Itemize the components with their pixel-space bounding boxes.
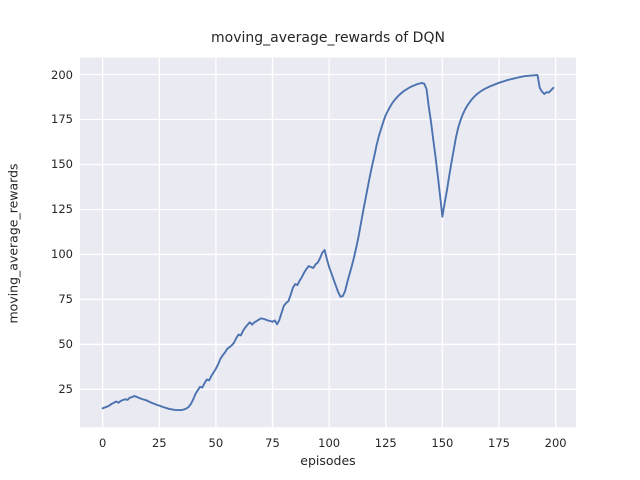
x-tick-label: 25 — [151, 436, 167, 450]
chart-title: moving_average_rewards of DQN — [211, 30, 445, 46]
y-tick-label: 25 — [58, 382, 73, 397]
y-tick-label: 75 — [58, 292, 73, 307]
y-tick-label: 200 — [51, 67, 73, 82]
x-tick-label: 0 — [98, 436, 107, 450]
y-tick-label: 125 — [51, 202, 73, 217]
x-tick-label: 75 — [265, 436, 280, 450]
axes-background — [80, 57, 576, 428]
reward-line — [101, 74, 555, 412]
x-tick-label: 125 — [374, 436, 397, 450]
x-tick-label: 50 — [208, 436, 224, 450]
y-tick-label: 100 — [51, 247, 73, 262]
y-tick-label: 50 — [58, 337, 73, 352]
x-tick-label: 175 — [488, 436, 510, 450]
x-axis-label: episodes — [300, 453, 356, 468]
y-tick-label: 175 — [51, 112, 73, 127]
x-tick-label: 100 — [318, 436, 341, 450]
x-tick-label: 200 — [544, 436, 567, 450]
x-tick-label: 150 — [431, 436, 454, 450]
y-tick-label: 150 — [51, 157, 73, 172]
y-axis-label: moving_average_rewards — [5, 163, 21, 324]
